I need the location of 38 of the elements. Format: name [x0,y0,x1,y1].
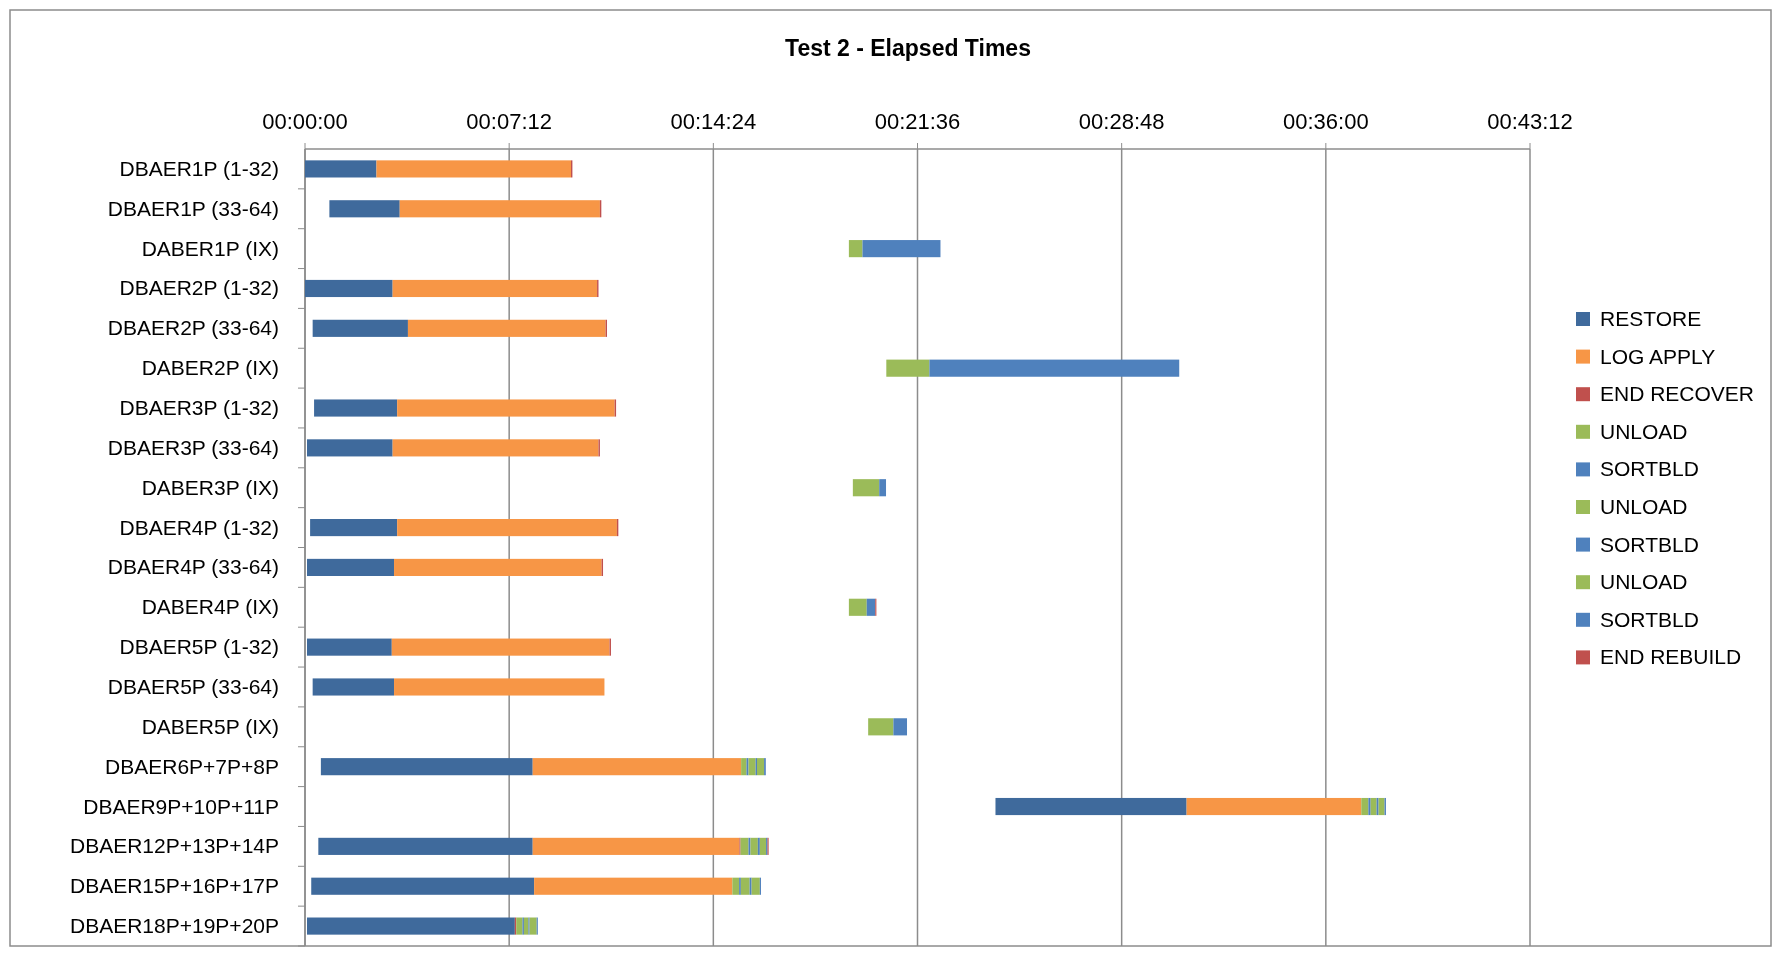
x-tick-label: 00:07:12 [466,109,552,134]
y-tick-label: DBAER15P+16P+17P [70,874,279,898]
legend-label: SORTBLD [1600,607,1699,631]
legend-label: SORTBLD [1600,532,1699,556]
x-tick-label: 00:36:00 [1283,109,1369,134]
y-tick-label: DBAER12P+13P+14P [70,834,279,858]
y-tick-label: DBAER6P+7P+8P [105,754,279,778]
legend-label: SORTBLD [1600,457,1699,481]
y-tick-label: DABER3P (IX) [141,475,279,499]
x-tick-label: 00:00:00 [262,109,348,134]
legend-label: END RECOVER [1600,382,1755,406]
legend-label: UNLOAD [1600,419,1688,443]
x-tick-label: 00:43:12 [1487,109,1573,134]
y-tick-label: DBAER9P+10P+11P [83,794,279,818]
y-tick-label: DBAER3P (33-64) [107,435,279,459]
chart-title: Test 2 - Elapsed Times [785,35,1031,61]
y-tick-label: DBAER1P (33-64) [107,196,279,220]
y-tick-label: DBAER2P (1-32) [119,276,279,300]
legend-label: END REBUILD [1600,645,1742,669]
y-tick-label: DABER4P (IX) [141,595,279,619]
legend-label: UNLOAD [1600,495,1688,518]
y-tick-label: DBAER2P (33-64) [107,316,279,340]
y-tick-label: DBAER4P (33-64) [107,555,279,579]
y-tick-label: DABER5P (IX) [141,714,279,738]
x-tick-label: 00:14:24 [670,109,757,134]
y-tick-label: DABER1P (IX) [141,236,279,260]
x-tick-label: 00:21:36 [874,109,961,134]
y-tick-label: DBAER5P (33-64) [107,674,279,698]
y-tick-label: DBAER1P (1-32) [119,156,279,180]
x-tick-label: 00:28:48 [1078,109,1165,134]
y-tick-label: DABER2P (IX) [141,356,279,380]
y-tick-label: DBAER3P (1-32) [119,396,279,420]
legend-label: UNLOAD [1600,570,1688,594]
y-tick-label: DBAER18P+19P+20P [70,914,279,938]
legend-label: RESTORE [1600,307,1702,330]
y-tick-label: DBAER5P (1-32) [119,635,279,659]
legend-label: LOG APPLY [1600,344,1716,368]
y-tick-label: DBAER4P (1-32) [119,515,279,539]
